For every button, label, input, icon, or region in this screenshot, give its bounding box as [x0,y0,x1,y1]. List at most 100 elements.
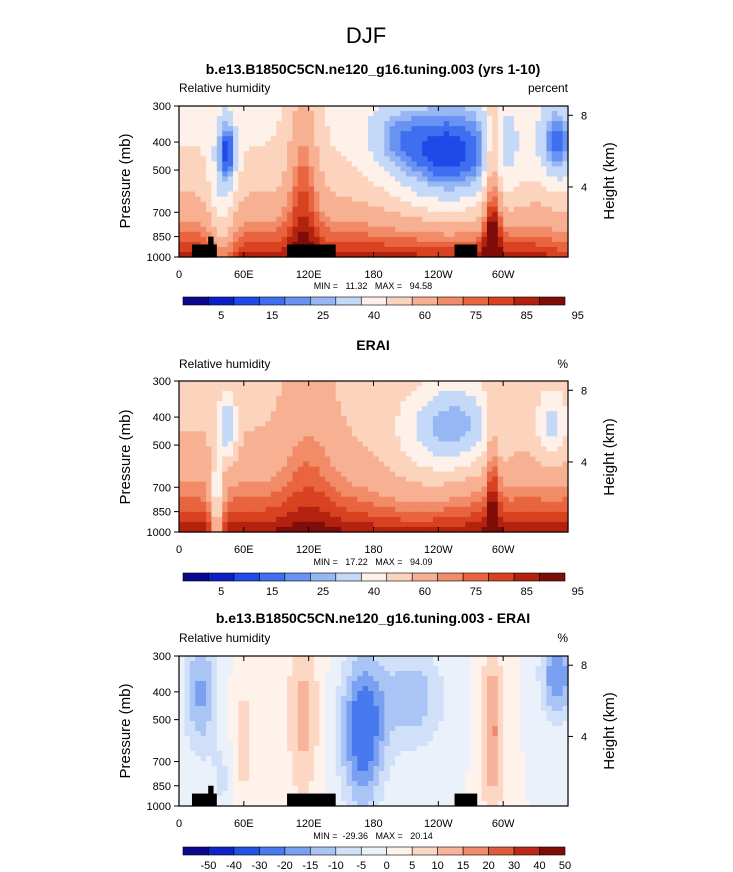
field-cell [405,491,412,498]
field-cell [373,236,380,243]
field-cell [373,111,380,117]
field-cell [292,186,299,193]
field-cell [292,496,299,503]
field-cell [233,446,240,453]
field-cell [341,221,348,228]
field-cell [557,231,564,238]
field-cell [276,186,283,193]
field-cell [357,386,364,392]
x-tick-label: 120E [296,269,322,281]
field-cell [449,441,456,448]
field-cell [373,126,380,132]
field-cell [319,431,326,437]
field-cell [211,216,218,223]
field-cell [281,476,288,483]
field-cell [481,656,488,662]
field-cell [287,191,294,198]
panel-title: b.e13.B1850C5CN.ne120_g16.tuning.003 (yr… [206,61,541,77]
field-cell [265,151,272,157]
field-cell [319,386,326,392]
field-cell [276,451,283,458]
field-cell [346,116,353,122]
field-cell [449,186,456,193]
field-cell [486,396,493,402]
field-cell [497,121,504,127]
field-cell [179,251,185,258]
field-cell [530,521,537,528]
field-cell [260,466,267,473]
field-cell [465,141,472,147]
field-cell [459,451,466,458]
field-cell [454,496,461,503]
field-cell [470,671,477,677]
field-cell [443,466,450,473]
field-cell [222,681,229,687]
field-cell [227,176,234,183]
field-cell [470,686,477,692]
field-cell [260,421,267,427]
field-cell [179,421,185,427]
field-cell [281,381,288,387]
field-cell [276,666,283,672]
field-cell [384,506,391,513]
field-cell [476,226,483,233]
field-cell [481,161,488,167]
field-cell [303,496,310,503]
field-cell [195,396,202,402]
field-cell [508,666,515,672]
field-cell [519,206,526,213]
field-cell [562,426,569,432]
field-cell [346,391,353,397]
field-cell [562,151,569,157]
field-cell [432,186,439,193]
field-cell [265,251,272,258]
field-cell [351,206,358,213]
field-cell [287,126,294,132]
field-cell [530,446,537,453]
field-cell [346,686,353,692]
field-cell [465,401,472,407]
field-cell [206,176,213,183]
field-cell [184,686,191,692]
field-cell [438,226,445,233]
field-cell [189,466,196,473]
field-cell [443,396,450,402]
field-cell [503,151,510,157]
field-cell [535,116,542,122]
field-cell [443,191,450,198]
field-cell [200,496,207,503]
field-cell [432,466,439,473]
field-cell [497,106,504,112]
field-cell [233,221,240,228]
field-cell [265,486,272,493]
field-cell [297,151,304,157]
field-cell [216,441,223,448]
field-cell [357,481,364,488]
field-cell [179,171,185,178]
field-cell [330,661,337,667]
field-cell [427,196,434,203]
field-cell [351,166,358,173]
field-cell [389,436,396,442]
field-cell [303,421,310,427]
field-cell [211,391,218,397]
field-cell [438,466,445,473]
field-cell [476,246,483,253]
field-cell [351,416,358,422]
field-cell [535,186,542,193]
field-cell [405,186,412,193]
field-cell [400,506,407,513]
field-cell [270,501,277,508]
field-cell [233,686,240,692]
field-cell [292,406,299,412]
field-cell [540,161,547,167]
field-cell [270,391,277,397]
field-cell [389,401,396,407]
field-cell [449,106,456,112]
field-cell [557,206,564,213]
field-cell [346,496,353,503]
field-cell [373,416,380,422]
field-cell [432,686,439,692]
field-cell [562,451,569,458]
field-cell [384,236,391,243]
